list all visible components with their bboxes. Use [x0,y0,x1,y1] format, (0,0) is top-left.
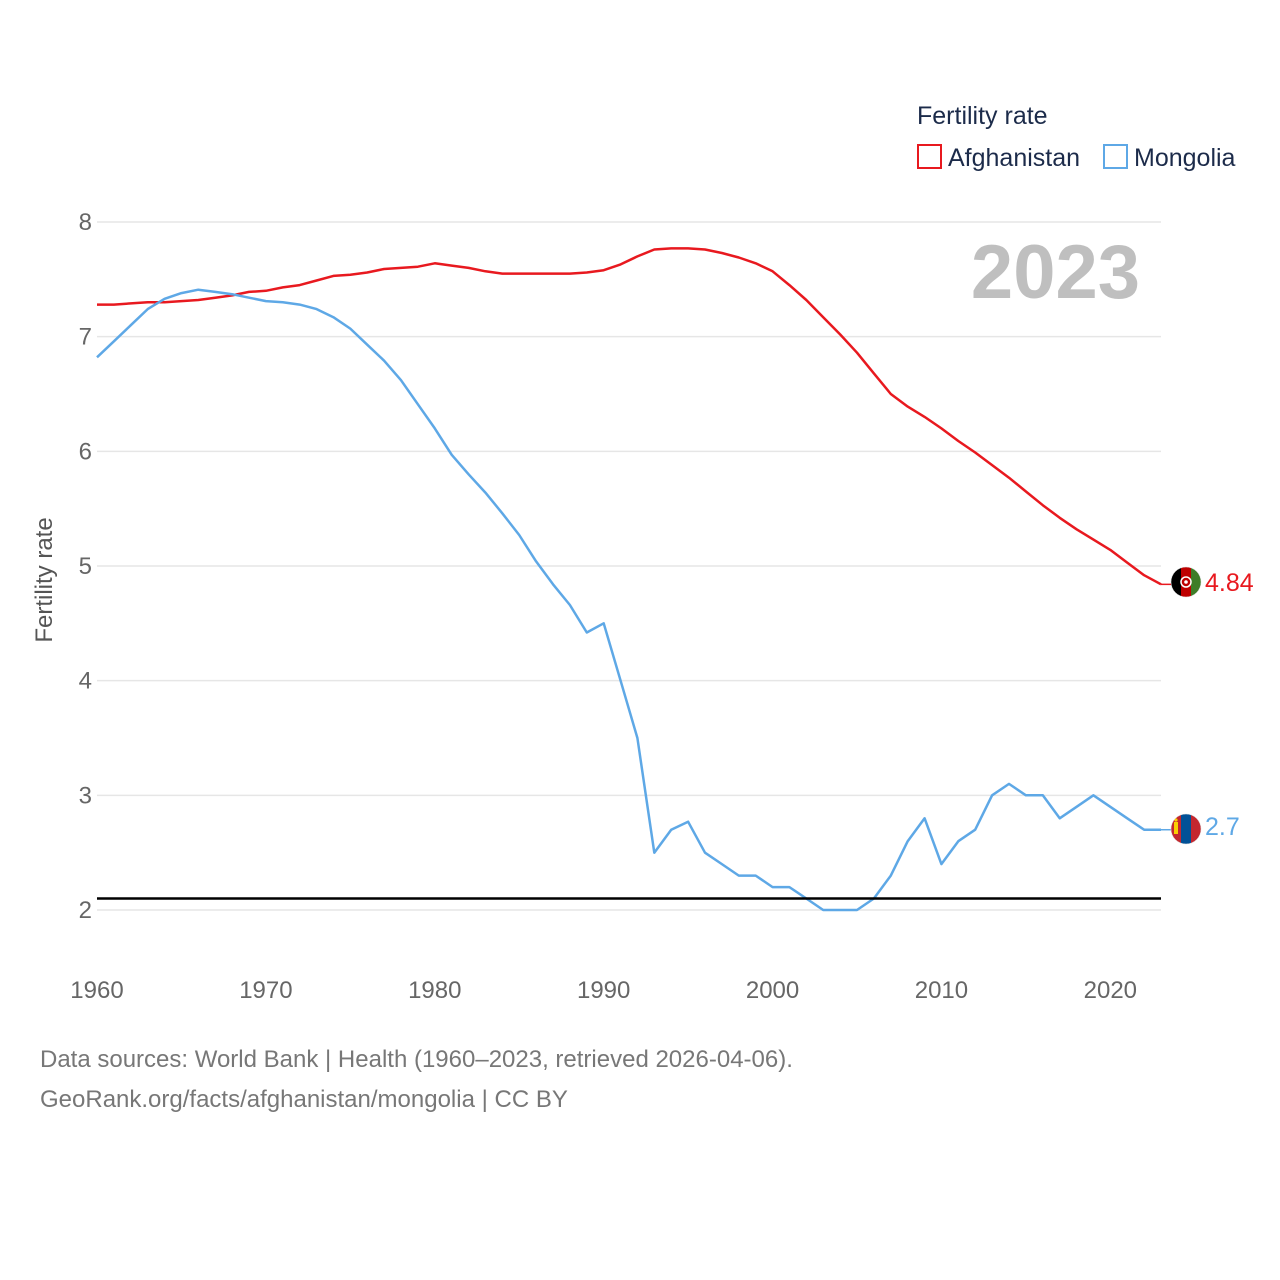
current-year-label: 2023 [971,230,1140,315]
legend: Fertility rate Afghanistan Mongolia [917,102,1236,172]
x-axis-ticks: 1960 1970 1980 1990 2000 2010 2020 [70,977,1137,1004]
afghanistan-flag-icon [1170,566,1202,598]
legend-swatch [1103,144,1128,169]
y-tick-label: 6 [79,438,92,465]
source-line-1: Data sources: World Bank | Health (1960–… [40,1046,793,1073]
source-line-2: GeoRank.org/facts/afghanistan/mongolia |… [40,1086,568,1113]
x-tick-label: 1970 [239,977,292,1004]
gridlines [97,221,1161,911]
legend-swatch [917,144,942,169]
x-tick-label: 2010 [915,977,968,1004]
mongolia-line [96,288,1161,912]
x-tick-label: 2020 [1084,977,1137,1004]
afghanistan-line [97,247,1162,586]
y-axis-ticks: 2 3 4 5 6 7 8 [79,209,92,924]
legend-item-mongolia[interactable]: Mongolia [1103,144,1236,172]
x-tick-label: 1980 [408,977,461,1004]
legend-label: Afghanistan [948,144,1080,172]
afghanistan-end-value: 4.84 [1205,569,1254,597]
legend-item-afghanistan[interactable]: Afghanistan [917,144,1080,172]
x-tick-label: 1960 [70,977,123,1004]
y-tick-label: 4 [79,668,92,695]
legend-title: Fertility rate [917,102,1048,130]
y-tick-label: 8 [79,209,92,236]
series-lines [96,247,1171,912]
fertility-chart: 2 3 4 5 6 7 8 1960 1970 1980 1990 2000 2010 2020 Fer… [31,102,1254,1004]
y-tick-label: 7 [79,324,92,351]
source-note: Data sources: World Bank | Health (1960–… [40,1040,1240,1120]
mongolia-flag-icon [1170,813,1202,845]
y-axis-title: Fertility rate [31,517,58,642]
y-tick-label: 2 [79,897,92,924]
y-tick-label: 3 [79,782,92,809]
x-tick-label: 1990 [577,977,630,1004]
mongolia-end-value: 2.7 [1205,813,1240,841]
x-tick-label: 2000 [746,977,799,1004]
legend-label: Mongolia [1134,144,1236,172]
y-tick-label: 5 [79,553,92,580]
